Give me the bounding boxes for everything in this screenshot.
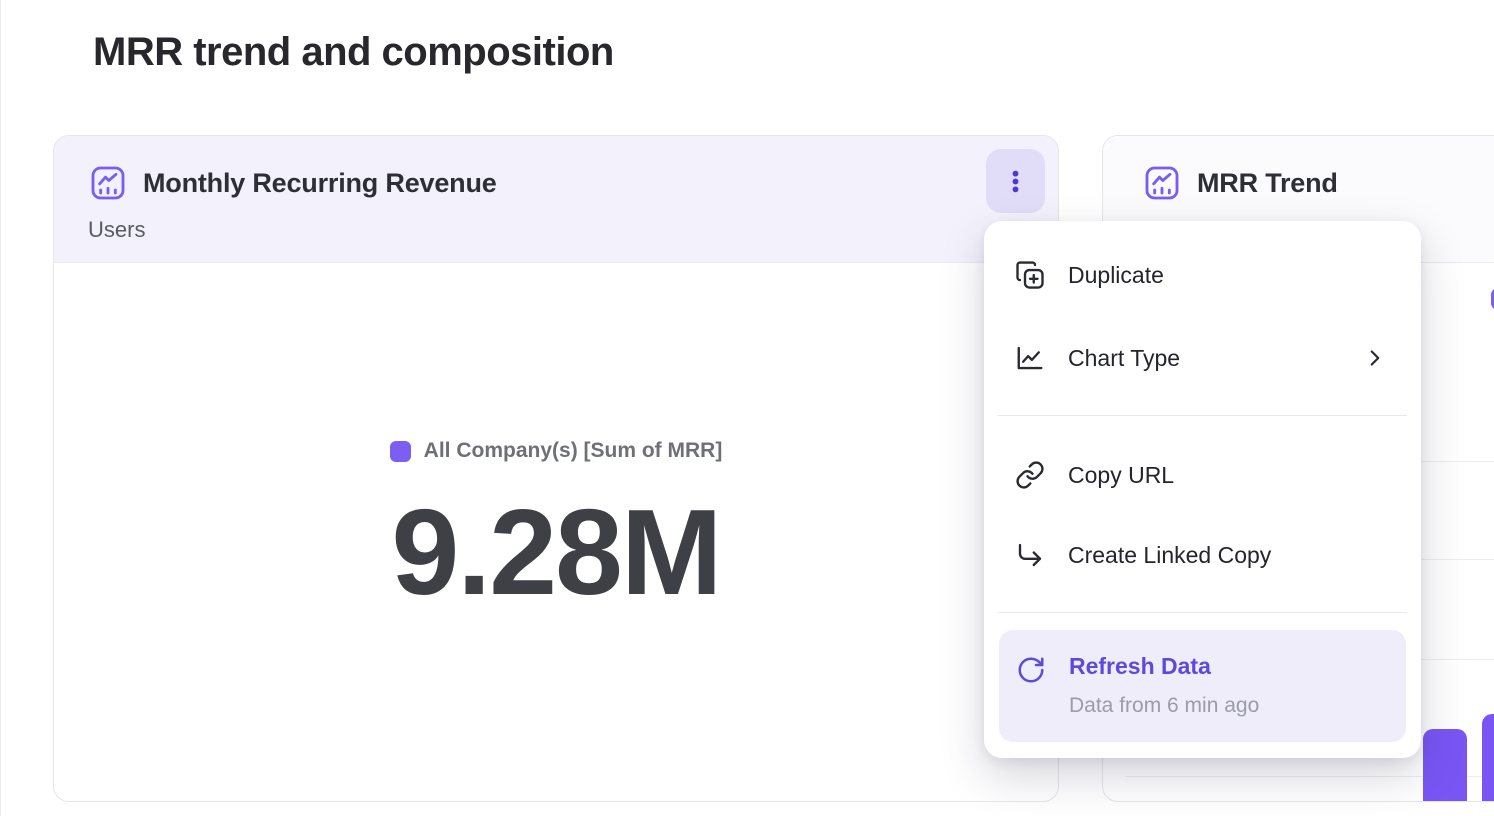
chart-widget-icon (88, 163, 128, 203)
kebab-icon (1002, 168, 1029, 195)
bar[interactable] (1482, 714, 1494, 801)
page-title: MRR trend and composition (93, 30, 614, 74)
menu-item-label: Create Linked Copy (1068, 541, 1272, 568)
card-title: MRR Trend (1197, 167, 1338, 198)
gridline (1125, 776, 1494, 777)
context-menu: Duplicate Chart Type (984, 221, 1421, 758)
menu-item-chart-type[interactable]: Chart Type (984, 330, 1421, 386)
menu-divider (998, 415, 1407, 416)
refresh-icon (1016, 655, 1046, 685)
legend-swatch (389, 440, 411, 462)
menu-item-label: Duplicate (1068, 261, 1164, 288)
menu-divider (998, 612, 1407, 613)
legend-label: All Company(s) [Sum of MRR] (423, 439, 723, 462)
menu-item-refresh-data[interactable]: Refresh Data Data from 6 min ago (999, 630, 1406, 742)
duplicate-icon (1015, 260, 1045, 290)
menu-item-label: Copy URL (1068, 461, 1175, 488)
card-title: Monthly Recurring Revenue (143, 167, 497, 198)
mrr-metric-card: Monthly Recurring Revenue Users All Comp… (53, 135, 1059, 802)
card-header: Monthly Recurring Revenue Users (54, 136, 1058, 263)
menu-item-label: Chart Type (1068, 344, 1181, 371)
corner-down-right-icon (1015, 540, 1045, 570)
menu-item-create-linked-copy[interactable]: Create Linked Copy (984, 527, 1421, 583)
card-subtitle: Users (88, 217, 146, 242)
link-icon (1015, 460, 1045, 490)
chart-type-icon (1015, 343, 1045, 373)
chevron-right-icon (1362, 345, 1388, 371)
menu-item-copy-url[interactable]: Copy URL (984, 447, 1421, 503)
bar[interactable] (1423, 729, 1467, 801)
menu-item-sublabel: Data from 6 min ago (1069, 694, 1260, 717)
legend: All Company(s) [Sum of MRR] (54, 439, 1058, 463)
menu-item-label: Refresh Data (1069, 653, 1211, 679)
kebab-menu-button[interactable] (986, 149, 1045, 213)
menu-item-duplicate[interactable]: Duplicate (984, 247, 1421, 303)
legend-swatch (1491, 288, 1494, 310)
chart-widget-icon (1142, 163, 1182, 203)
metric-value: 9.28M (391, 484, 722, 620)
